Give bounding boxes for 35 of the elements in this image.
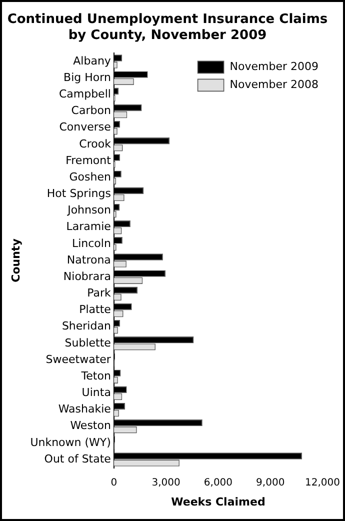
- y-tick-label: Unknown (WY): [30, 436, 111, 449]
- y-tick-label: Lincoln: [72, 236, 111, 250]
- y-tick-label: Natrona: [66, 253, 111, 266]
- y-tick-label: Albany: [73, 54, 112, 68]
- x-tick-label: 6,000: [204, 477, 233, 488]
- y-tick-label: Out of State: [44, 452, 112, 466]
- y-tick-label: Goshen: [69, 170, 111, 184]
- y-tick-label: Platte: [79, 303, 112, 316]
- x-axis-title: Weeks Claimed: [171, 495, 266, 508]
- x-tick-label: 3,000: [152, 477, 180, 488]
- y-tick-label: Campbell: [58, 88, 111, 101]
- y-tick-label: Niobrara: [63, 270, 111, 283]
- y-tick-label: Sweetwater: [46, 352, 112, 366]
- y-tick-label: Johnson: [66, 204, 111, 217]
- y-tick-label: Park: [87, 286, 112, 300]
- y-tick-label: Sheridan: [62, 320, 111, 333]
- y-tick-label: Big Horn: [64, 70, 111, 84]
- y-axis-title: County: [9, 238, 22, 282]
- x-tick-label: 9,000: [256, 477, 285, 488]
- x-tick-label: 12,000: [305, 477, 340, 488]
- y-tick-label: Uinta: [82, 386, 111, 400]
- y-tick-label: Fremont: [66, 154, 112, 167]
- y-tick-label: Sublette: [64, 336, 112, 350]
- legend-label: November 2008: [230, 78, 319, 92]
- y-tick-label: Crook: [79, 137, 112, 150]
- y-tick-label: Teton: [80, 369, 111, 382]
- y-tick-label: Converse: [59, 120, 112, 134]
- y-tick-label: Carbon: [71, 104, 111, 118]
- y-tick-label: Weston: [70, 419, 111, 432]
- y-tick-label: Hot Springs: [46, 187, 112, 200]
- y-tick-label: Washakie: [58, 402, 112, 416]
- legend-label: November 2009: [230, 60, 319, 74]
- x-tick-label: 0: [110, 477, 118, 488]
- chart-title: Continued Unemployment Insurance Claims by County, November 2009: [7, 12, 328, 43]
- y-tick-label: Laramie: [66, 220, 112, 234]
